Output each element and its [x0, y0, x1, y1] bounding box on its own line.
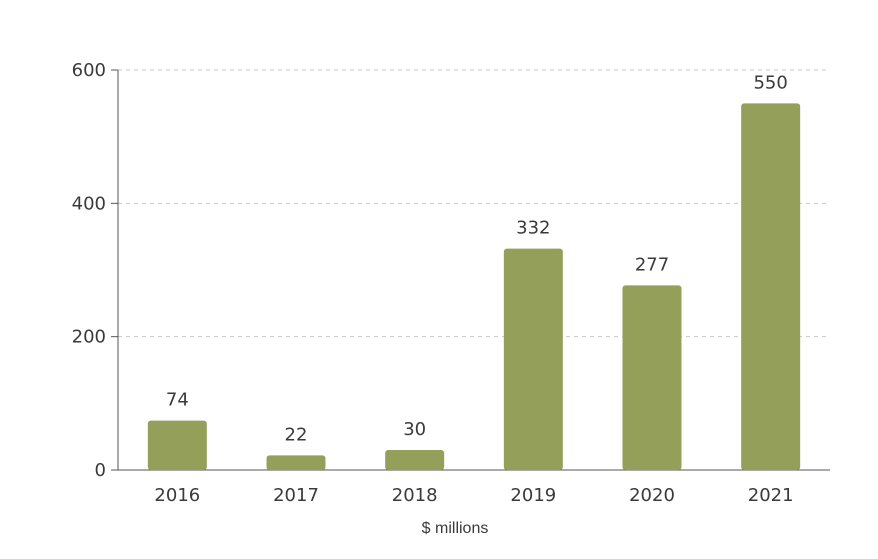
x-tick-label-2016: 2016: [154, 485, 200, 506]
y-tick-label: 0: [95, 460, 106, 481]
bar-2021: [741, 103, 801, 470]
data-label-2016: 74: [166, 390, 189, 411]
data-label-2019: 332: [516, 218, 550, 239]
bar-2016: [147, 420, 207, 470]
axes: [111, 69, 830, 471]
x-axis-title: $ millions: [422, 520, 489, 537]
x-tick-label-2020: 2020: [629, 485, 675, 506]
x-tick-label-2017: 2017: [273, 485, 319, 506]
x-tick-label-2021: 2021: [748, 485, 794, 506]
y-tick-label: 600: [72, 60, 106, 81]
data-label-2018: 30: [403, 419, 426, 440]
bar-2017: [266, 455, 326, 470]
gridlines: [118, 69, 830, 338]
bar-2020: [622, 285, 682, 470]
bar-2019: [503, 248, 563, 470]
bars: [147, 103, 801, 470]
tick-labels: 0 200 400 600 2016 2017 2018 2019 2020 2021: [72, 60, 794, 506]
x-tick-label-2018: 2018: [392, 485, 438, 506]
bar-2018: [385, 450, 445, 470]
y-tick-label: 400: [72, 193, 106, 214]
data-label-2021: 550: [753, 72, 787, 93]
data-labels: 74 22 30 332 277 550: [166, 72, 788, 445]
data-label-2020: 277: [635, 254, 669, 275]
y-tick-label: 200: [72, 327, 106, 348]
x-tick-label-2019: 2019: [510, 485, 556, 506]
data-label-2017: 22: [285, 424, 308, 445]
